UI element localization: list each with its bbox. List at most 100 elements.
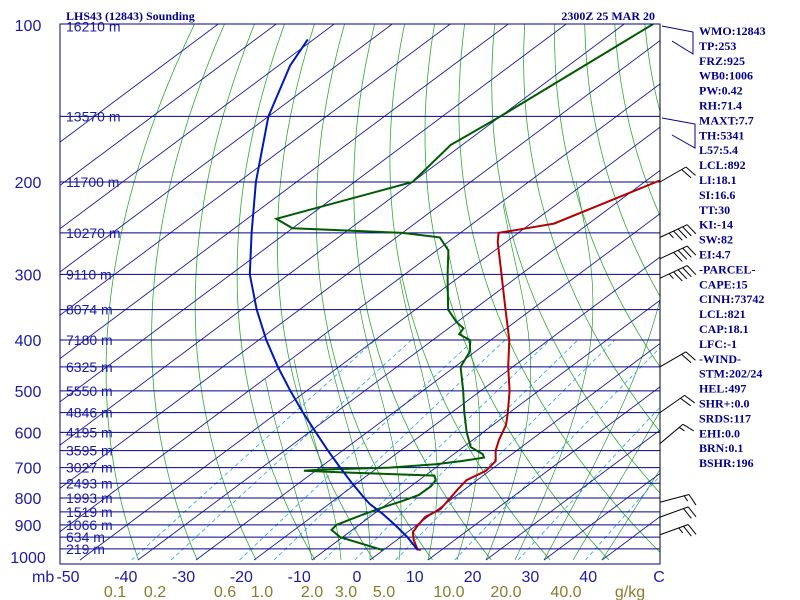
moist-adiabat — [485, 203, 531, 561]
pressure-tick-label: 200 — [15, 175, 42, 192]
wind-barb — [659, 245, 697, 262]
pressure-tick-label: 100 — [15, 18, 42, 35]
temperature-tick-label: -20 — [230, 569, 253, 586]
dry-adiabat — [151, 24, 225, 561]
isotherm — [60, 24, 393, 273]
dry-adiabat — [389, 24, 551, 561]
moist-adiabat — [601, 469, 660, 561]
stat-item: WMO:12843 — [699, 24, 766, 38]
isotherm — [427, 386, 660, 561]
stat-item: LI:18.1 — [699, 173, 737, 187]
dry-adiabat — [194, 24, 257, 561]
chart-datetime: 2300Z 25 MAR 20 — [561, 9, 655, 23]
stat-item: TP:253 — [699, 39, 736, 53]
dry-adiabat — [424, 24, 610, 561]
temperature-tick-label: -10 — [288, 569, 311, 586]
pressure-tick-label: 400 — [15, 333, 42, 350]
stat-item: CAPE:15 — [699, 277, 748, 291]
stat-item: KI:-14 — [699, 218, 733, 232]
stats-panel: WMO:12843TP:253FRZ:925WB0:1006PW:0.42RH:… — [699, 24, 766, 470]
stat-item: LFC:-1 — [699, 337, 737, 351]
mixing-ratio-line — [239, 339, 475, 561]
moist-adiabat — [399, 278, 438, 561]
mixing-ratio-unit-label: g/kg — [615, 584, 645, 600]
temperature-tick-label: -50 — [56, 569, 79, 586]
stat-item: BSHR:196 — [699, 456, 754, 470]
stat-item: MAXT:7.7 — [699, 113, 754, 127]
height-label: 4846 m — [66, 405, 113, 421]
temperature-tick-label: 0 — [353, 569, 362, 586]
moist-adiabat — [447, 246, 480, 561]
height-label: 10270 m — [66, 225, 120, 241]
wind-barb — [659, 506, 697, 519]
mixing-ratio-tick-label: 0.2 — [144, 584, 166, 600]
stat-item: CINH:73742 — [699, 292, 764, 306]
temperature-unit-label: C — [653, 569, 665, 586]
stat-item: STM:202/24 — [699, 367, 762, 381]
height-label: 219 m — [66, 541, 105, 557]
mixing-ratio-tick-label: 10.0 — [433, 584, 464, 600]
temperature-tick-label: 20 — [464, 569, 482, 586]
height-label: 11700 m — [66, 174, 119, 190]
mixing-ratio-tick-label: 1.0 — [251, 584, 273, 600]
temperature-tick-label: 40 — [579, 569, 597, 586]
height-label: 1993 m — [66, 490, 113, 506]
temperature-tick-labels: mb -50 -40 -30 -20 -10 0 10 20 30 40 C — [32, 569, 665, 586]
isotherm — [79, 126, 660, 561]
mixing-ratio-line — [395, 339, 615, 561]
pressure-tick-label: 700 — [15, 461, 42, 478]
isotherm — [60, 24, 567, 403]
temperature-line — [411, 179, 660, 552]
stat-item: FRZ:925 — [699, 54, 745, 68]
dry-adiabat — [315, 24, 433, 561]
stat-item: SHR+:0.0 — [699, 397, 750, 411]
isotherm — [253, 256, 660, 561]
dry-adiabat — [236, 24, 316, 561]
pressure-tick-label: 600 — [15, 425, 42, 442]
mixing-ratio-line — [131, 339, 376, 561]
temperature-tick-label: -30 — [172, 569, 195, 586]
mixing-ratio-tick-label: 0.1 — [104, 584, 126, 600]
dry-adiabat — [105, 24, 195, 561]
temperature-tick-label: 30 — [522, 569, 540, 586]
mixing-ratio-line — [170, 339, 412, 561]
moist-adiabat — [543, 298, 660, 561]
mixing-ratio-tick-labels: 0.1 0.2 0.6 1.0 2.0 3.0 5.0 10.0 20.0 40.0 g/kg — [104, 584, 645, 600]
temperature-tick-label: 10 — [406, 569, 424, 586]
dry-adiabat — [491, 24, 660, 494]
pressure-tick-label: 300 — [15, 267, 42, 284]
isotherm — [60, 24, 335, 230]
stat-item: EI:4.7 — [699, 248, 731, 262]
mixing-ratio-tick-label: 40.0 — [550, 584, 581, 600]
dewpoint-line — [273, 24, 654, 552]
dry-adiabat — [554, 24, 660, 368]
stat-item: SW:82 — [699, 233, 733, 247]
wind-barb — [659, 394, 696, 414]
pressure-tick-label: 900 — [15, 518, 42, 535]
dry-adiabat — [353, 24, 492, 561]
pressure-tick-label: 1000 — [10, 550, 46, 567]
stat-item: -WIND- — [699, 352, 741, 366]
wind-barb — [659, 423, 695, 444]
wind-barb — [659, 351, 696, 368]
mixing-ratio-tick-label: 0.6 — [214, 584, 236, 600]
stat-item: EHI:0.0 — [699, 426, 740, 440]
dry-adiabat — [584, 24, 660, 298]
isotherm — [485, 429, 660, 561]
wind-barb — [659, 224, 697, 241]
stat-item: TT:30 — [699, 203, 730, 217]
isotherm — [60, 24, 219, 143]
chart-title: LHS43 (12843) Sounding — [66, 9, 195, 23]
wind-barbs — [659, 24, 697, 560]
height-label: 2493 m — [66, 475, 113, 491]
stat-item: CAP:18.1 — [699, 322, 749, 336]
stat-item: LCL:821 — [699, 307, 746, 321]
height-label: 5550 m — [66, 383, 113, 399]
height-label: 3595 m — [66, 443, 113, 459]
pressure-tick-label: 500 — [15, 384, 42, 401]
sounding-traces — [248, 24, 660, 552]
mixing-ratio-line — [354, 339, 579, 561]
height-label: 13570 m — [66, 108, 120, 124]
height-label: 4195 m — [66, 424, 113, 440]
